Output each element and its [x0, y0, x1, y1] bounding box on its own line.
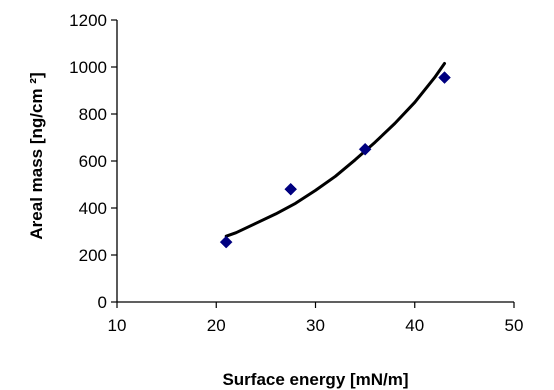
y-tick-label: 1000 [69, 58, 107, 77]
data-point-diamond [358, 142, 372, 156]
y-tick-label: 200 [79, 246, 107, 265]
x-tick-label: 10 [108, 316, 127, 335]
y-axis-ticks: 0 200 400 600 800 1000 1200 [69, 11, 117, 312]
x-tick-label: 50 [505, 316, 524, 335]
data-point-diamond [219, 235, 233, 249]
x-axis-ticks: 10 20 30 40 50 [108, 302, 524, 335]
series-layer [219, 62, 451, 249]
y-axis-title: Areal mass [ng/cm ²] [27, 72, 46, 239]
y-tick-label: 400 [79, 199, 107, 218]
data-point-diamond [438, 71, 451, 84]
y-tick-label: 800 [79, 105, 107, 124]
x-tick-label: 20 [207, 316, 226, 335]
y-tick-label: 0 [98, 293, 107, 312]
data-point-diamond [284, 182, 298, 196]
y-tick-label: 600 [79, 152, 107, 171]
x-axis-title: Surface energy [mN/m] [222, 370, 408, 389]
fit-curve [224, 62, 446, 238]
x-tick-label: 40 [405, 316, 424, 335]
y-tick-label: 1200 [69, 11, 107, 30]
x-tick-label: 30 [306, 316, 325, 335]
